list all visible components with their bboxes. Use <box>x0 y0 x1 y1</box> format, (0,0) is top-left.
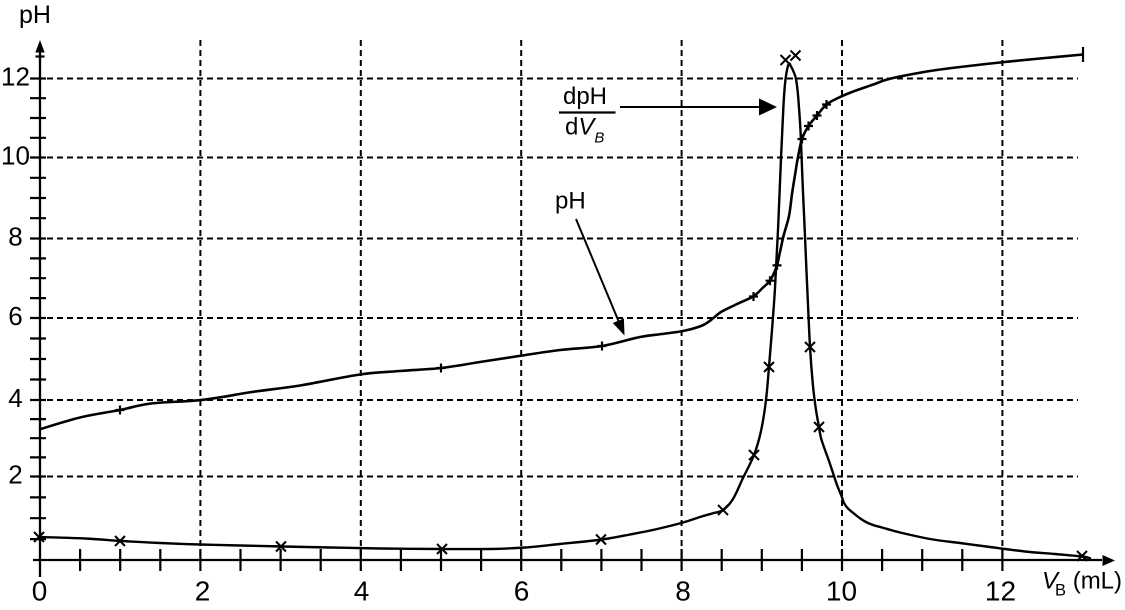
svg-text:2: 2 <box>8 460 22 490</box>
svg-text:8: 8 <box>8 222 22 252</box>
svg-text:6: 6 <box>8 301 22 331</box>
svg-text:pH: pH <box>555 188 586 215</box>
svg-text:12: 12 <box>985 576 1016 606</box>
svg-text:10: 10 <box>1 141 30 171</box>
svg-text:2: 2 <box>195 576 211 606</box>
svg-text:dpH: dpH <box>563 83 607 110</box>
svg-text:4: 4 <box>8 383 22 413</box>
svg-text:pH: pH <box>19 1 51 29</box>
svg-text:12: 12 <box>1 62 30 92</box>
svg-text:6: 6 <box>514 576 530 606</box>
svg-text:8: 8 <box>675 576 691 606</box>
svg-text:VB (mL): VB (mL) <box>1042 568 1122 600</box>
svg-text:4: 4 <box>354 576 370 606</box>
svg-text:10: 10 <box>826 576 857 606</box>
svg-text:0: 0 <box>32 576 48 606</box>
